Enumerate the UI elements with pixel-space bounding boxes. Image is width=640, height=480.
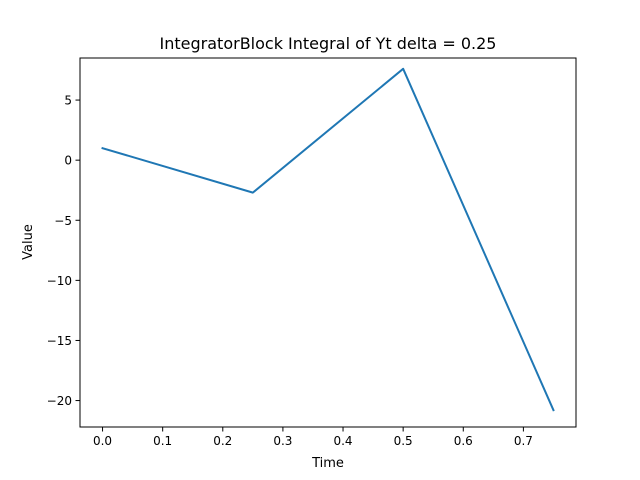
y-tick-label: 0 xyxy=(64,154,72,168)
y-axis-label: Value xyxy=(21,224,36,260)
x-tick-label: 0.4 xyxy=(333,434,352,448)
y-tick-label: −5 xyxy=(54,214,72,228)
x-tick-label: 0.5 xyxy=(394,434,413,448)
x-tick-label: 0.1 xyxy=(153,434,172,448)
x-tick-label: 0.7 xyxy=(514,434,533,448)
x-tick-label: 0.3 xyxy=(273,434,292,448)
plot-area: 0.0 0.1 0.2 0.3 0.4 0.5 0.6 0.7 5 0 −5 −10 −15 −20 xyxy=(47,57,577,448)
y-tick-label: 5 xyxy=(64,94,72,108)
y-tick-label: −10 xyxy=(47,274,72,288)
plot-frame xyxy=(79,57,577,428)
chart-title: IntegratorBlock Integral of Yt delta = 0… xyxy=(160,34,497,53)
y-tick-label: −15 xyxy=(47,334,72,348)
x-tick-label: 0.2 xyxy=(213,434,232,448)
x-tick-label: 0.6 xyxy=(454,434,473,448)
series-line xyxy=(101,67,555,412)
x-axis-label: Time xyxy=(311,456,344,471)
y-tick-label: −20 xyxy=(47,394,72,408)
x-tick-label: 0.0 xyxy=(93,434,112,448)
